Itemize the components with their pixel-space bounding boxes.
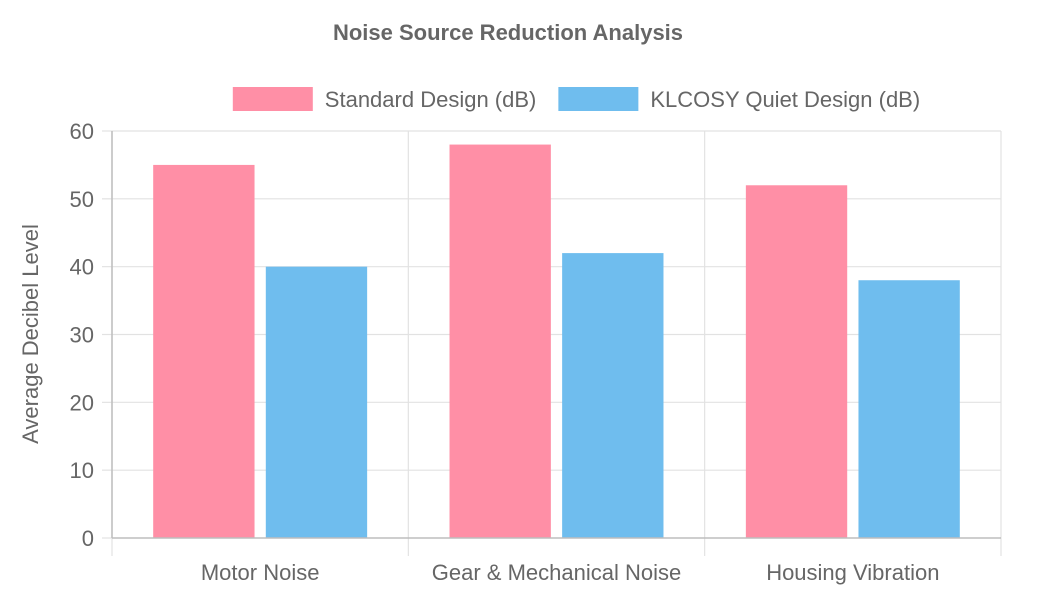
- legend-label: Standard Design (dB): [325, 87, 537, 112]
- y-tick-label: 20: [70, 390, 94, 415]
- y-tick-label: 60: [70, 119, 94, 144]
- bars: [153, 144, 960, 539]
- bar-standard: [745, 185, 848, 538]
- bar-quiet: [265, 266, 368, 538]
- bar-quiet: [858, 280, 960, 538]
- x-tick-label: Gear & Mechanical Noise: [432, 560, 681, 585]
- y-tick-label: 30: [70, 323, 94, 348]
- y-tick-label: 50: [70, 187, 94, 212]
- x-axis-ticks: Motor Noise Gear & Mechanical Noise Housin…: [201, 560, 940, 585]
- y-tick-label: 40: [70, 255, 94, 280]
- legend-label: KLCOSY Quiet Design (dB): [650, 87, 920, 112]
- chart-title: Noise Source Reduction Analysis: [333, 20, 683, 45]
- axes: [111, 131, 1001, 539]
- bar-standard: [449, 144, 551, 539]
- x-tick-label: Housing Vibration: [766, 560, 939, 585]
- legend: Standard Design (dB) KLCOSY Quiet Design …: [232, 87, 920, 112]
- y-tick-label: 10: [70, 458, 94, 483]
- x-tick-label: Motor Noise: [201, 560, 320, 585]
- legend-swatch: [232, 87, 313, 111]
- y-tick-label: 0: [82, 526, 94, 551]
- bar-standard: [153, 164, 255, 538]
- y-axis-title: Average Decibel Level: [18, 224, 43, 444]
- bar-quiet: [562, 253, 664, 538]
- y-axis-ticks: 0 10 20 30 40 50 60: [70, 119, 94, 551]
- legend-swatch: [558, 87, 639, 111]
